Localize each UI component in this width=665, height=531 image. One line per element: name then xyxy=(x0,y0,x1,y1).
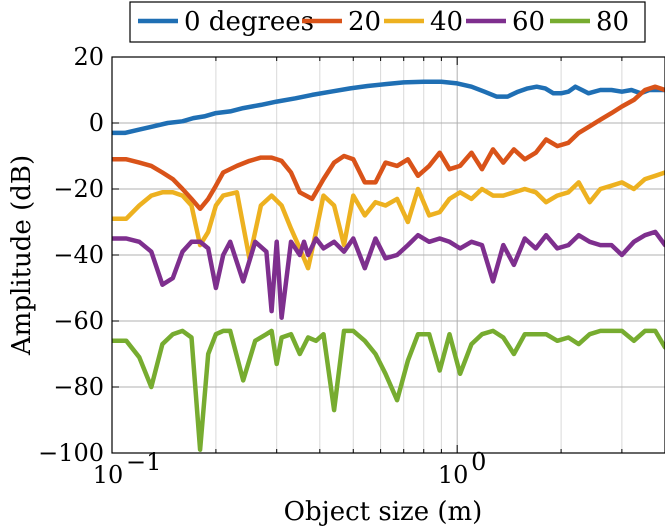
y-tick-label: −100 xyxy=(38,439,104,467)
series-line-2 xyxy=(112,170,665,271)
series-line-0 xyxy=(112,79,665,136)
x-tick-label: 10 xyxy=(438,461,469,489)
legend-label-1: 20 xyxy=(348,7,381,37)
series-line-1 xyxy=(112,84,665,212)
y-tick-label: −40 xyxy=(53,241,104,269)
series-line-4 xyxy=(112,328,665,452)
series-line-3 xyxy=(112,229,665,320)
legend: 0 degrees 20 40 60 80 xyxy=(129,1,646,43)
x-tick-label-exponent: −1 xyxy=(126,448,161,476)
y-axis-label: Amplitude (dB) xyxy=(7,155,37,356)
y-tick-label: −80 xyxy=(53,373,104,401)
x-tick-label: 10 xyxy=(93,461,124,489)
y-tick-label: −20 xyxy=(53,175,104,203)
legend-label-2: 40 xyxy=(430,7,463,37)
y-tick-label: 20 xyxy=(73,43,104,71)
legend-label-3: 60 xyxy=(512,7,545,37)
y-tick-label: −60 xyxy=(53,307,104,335)
legend-label-0: 0 degrees xyxy=(184,7,314,37)
y-tick-label: 0 xyxy=(89,109,104,137)
series-layer xyxy=(112,79,665,452)
legend-label-4: 80 xyxy=(596,7,629,37)
x-axis-label: Object size (m) xyxy=(284,497,483,527)
x-tick-label-exponent: 0 xyxy=(471,448,486,476)
ticks xyxy=(111,56,665,454)
